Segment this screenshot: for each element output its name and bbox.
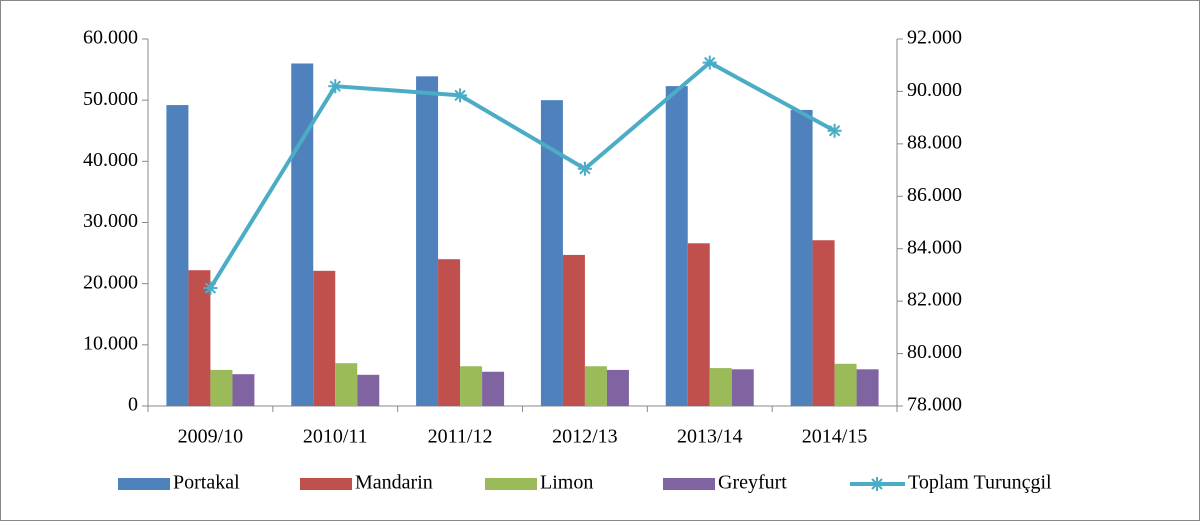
bar — [416, 76, 439, 406]
x-tick-label: 2014/15 — [802, 426, 868, 448]
line-marker — [702, 55, 717, 70]
legend-swatch — [300, 478, 352, 490]
bar — [460, 366, 483, 406]
y2-tick-label: 82.000 — [907, 289, 962, 311]
bar — [540, 100, 563, 407]
x-tick-label: 2012/13 — [552, 426, 618, 448]
marker-stroke — [204, 282, 217, 294]
bar — [291, 63, 314, 406]
bar — [357, 374, 380, 406]
bar — [606, 369, 629, 406]
y-tick-label: 10.000 — [83, 332, 138, 354]
bar — [335, 363, 358, 406]
bar — [834, 363, 857, 406]
bar — [188, 270, 211, 406]
marker-stroke — [579, 163, 591, 175]
bar — [313, 270, 336, 406]
legend-swatch — [663, 478, 715, 490]
line-marker — [203, 281, 218, 296]
line-marker — [827, 123, 842, 138]
bar — [210, 369, 233, 406]
marker-stroke — [329, 80, 341, 92]
legend-label: Toplam Turunçgil — [908, 472, 1052, 494]
bar — [731, 369, 754, 406]
bar — [812, 240, 835, 406]
bar — [166, 105, 189, 406]
y2-tick-label: 88.000 — [907, 131, 962, 153]
x-tick-label: 2011/12 — [428, 426, 493, 448]
bar — [665, 86, 688, 407]
bar — [856, 369, 879, 406]
legend-label: Limon — [540, 472, 593, 494]
y2-tick-label: 92.000 — [907, 27, 962, 49]
marker-stroke — [454, 89, 466, 102]
line-marker — [577, 161, 592, 176]
series-line — [208, 60, 836, 290]
bar — [687, 243, 710, 406]
line-marker — [453, 88, 468, 103]
y-tick-label: 40.000 — [83, 149, 138, 171]
x-tick-label: 2009/10 — [178, 426, 244, 448]
y-tick-label: 0 — [128, 394, 138, 416]
legend-swatch — [485, 478, 537, 490]
legend-swatch — [118, 478, 170, 490]
legend-label: Mandarin — [355, 472, 433, 494]
marker-stroke — [871, 478, 883, 490]
bar — [438, 259, 461, 406]
bar — [584, 366, 607, 406]
marker-stroke — [704, 56, 716, 69]
y2-tick-label: 78.000 — [907, 394, 962, 416]
y-tick-label: 20.000 — [83, 271, 138, 293]
legend-marker — [870, 477, 884, 491]
x-tick-label: 2013/14 — [677, 426, 743, 448]
bar — [790, 109, 813, 406]
y2-tick-label: 80.000 — [907, 341, 962, 363]
x-tick-label: 2010/11 — [303, 426, 368, 448]
y-tick-label: 60.000 — [83, 27, 138, 49]
bar — [709, 368, 732, 406]
line-marker — [328, 79, 343, 94]
y-tick-label: 30.000 — [83, 210, 138, 232]
legend-label: Greyfurt — [718, 472, 787, 494]
y2-tick-label: 84.000 — [907, 236, 962, 258]
y2-tick-label: 86.000 — [907, 184, 962, 206]
y-tick-label: 50.000 — [83, 88, 138, 110]
bar — [232, 374, 255, 406]
y2-tick-label: 90.000 — [907, 79, 962, 101]
legend-label: Portakal — [173, 472, 240, 494]
bar — [562, 254, 585, 406]
marker-stroke — [828, 125, 841, 137]
bar — [482, 371, 505, 406]
